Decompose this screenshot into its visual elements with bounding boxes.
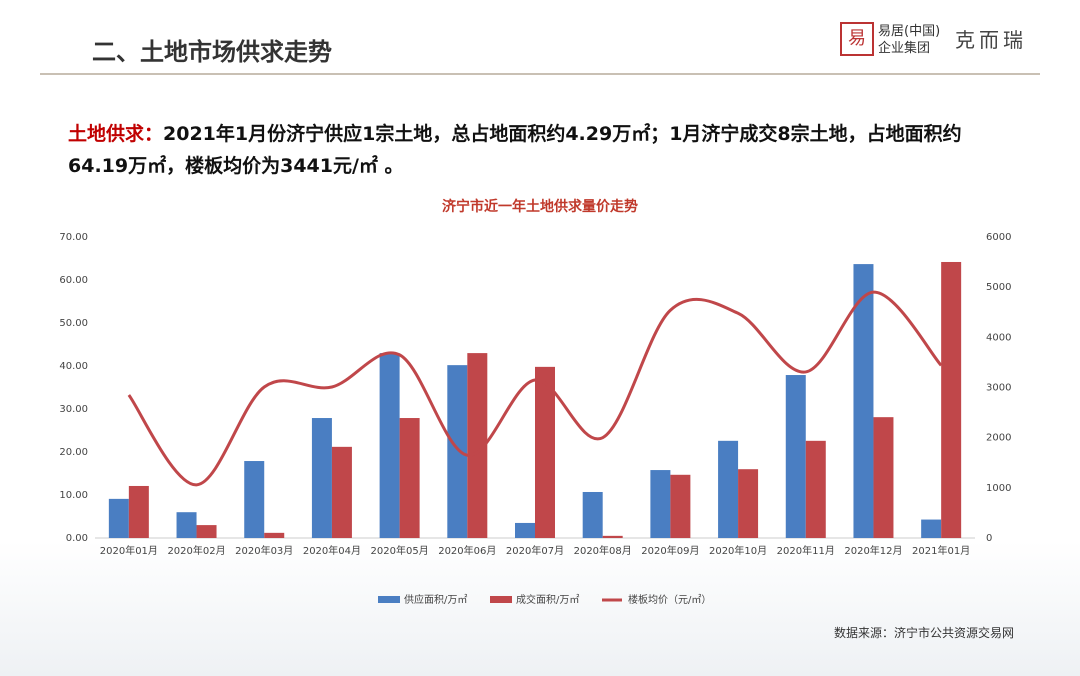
legend-label: 成交面积/万㎡: [516, 593, 579, 606]
bar: [602, 535, 623, 538]
headline-text: 2021年1月份济宁供应1宗土地，总占地面积约4.29万㎡；1月济宁成交8宗土地…: [68, 123, 962, 177]
bar: [467, 353, 488, 538]
bar: [399, 418, 420, 538]
brand: 克而瑞: [955, 28, 1027, 52]
x-tick-label: 2020年04月: [303, 544, 361, 557]
x-tick-label: 2020年01月: [100, 544, 158, 557]
bar: [785, 375, 806, 538]
chart-title: 济宁市近一年土地供求量价走势: [442, 198, 638, 215]
y2-tick-label: 5000: [986, 282, 1011, 293]
bar: [670, 474, 691, 538]
y2-tick-label: 0: [986, 533, 992, 544]
y2-tick-label: 6000: [986, 232, 1011, 243]
line: [127, 290, 943, 487]
bar: [379, 353, 400, 538]
x-tick-label: 2021年01月: [912, 544, 970, 557]
bar: [264, 532, 285, 538]
y-tick-label: 30.00: [59, 404, 88, 415]
bar: [331, 446, 352, 538]
bar: [176, 512, 197, 538]
x-tick-label: 2020年10月: [709, 544, 767, 557]
bar: [873, 417, 894, 538]
bar: [650, 470, 671, 538]
bar: [738, 469, 759, 538]
x-tick-label: 2020年06月: [438, 544, 496, 557]
logo-text: 易居(中国): [878, 24, 941, 39]
x-tick-label: 2020年08月: [574, 544, 632, 557]
x-tick-label: 2020年03月: [235, 544, 293, 557]
y-tick-label: 20.00: [59, 447, 88, 458]
bar: [535, 366, 555, 538]
bar: [805, 440, 826, 538]
bar: [921, 519, 942, 538]
y2-tick-label: 3000: [986, 383, 1011, 394]
x-tick-label: 2020年12月: [844, 544, 902, 557]
logo-icon: 易: [840, 22, 874, 56]
bar: [311, 418, 332, 538]
logo-text: 企业集团: [878, 41, 931, 56]
x-tick-label: 2020年07月: [506, 544, 564, 557]
legend-marker: [378, 596, 400, 603]
x-tick-label: 2020年02月: [167, 544, 225, 557]
bar: [515, 522, 535, 538]
bar: [244, 461, 265, 538]
y-tick-label: 10.00: [59, 490, 88, 501]
legend-marker: [490, 596, 512, 603]
bar: [196, 525, 217, 538]
bar: [853, 264, 874, 538]
bar: [582, 491, 603, 538]
y-tick-label: 50.00: [59, 318, 88, 329]
legend-label: 供应面积/万㎡: [404, 593, 467, 606]
y-tick-label: 40.00: [59, 361, 88, 372]
y-tick-label: 0.00: [66, 533, 88, 544]
slide-title: 二、土地市场供求走势: [92, 38, 332, 66]
x-tick-label: 2020年09月: [641, 544, 699, 557]
y-tick-label: 70.00: [59, 232, 88, 243]
y2-tick-label: 2000: [986, 433, 1011, 444]
headline: 土地供求：2021年1月份济宁供应1宗土地，总占地面积约4.29万㎡；1月济宁成…: [68, 118, 1018, 182]
legend-label: 楼板均价（元/㎡）: [628, 593, 711, 606]
headline-label: 土地供求：: [68, 123, 164, 145]
x-tick-label: 2020年05月: [371, 544, 429, 557]
x-tick-label: 2020年11月: [777, 544, 835, 557]
bar: [941, 261, 962, 538]
y2-tick-label: 1000: [986, 483, 1011, 494]
divider: [40, 73, 1040, 75]
bar: [718, 440, 739, 538]
source: 数据来源：济宁市公共资源交易网: [833, 626, 1014, 640]
bar: [128, 485, 149, 538]
y-tick-label: 60.00: [59, 275, 88, 286]
bar: [447, 365, 468, 538]
bar: [108, 498, 129, 538]
y2-tick-label: 4000: [986, 332, 1011, 343]
